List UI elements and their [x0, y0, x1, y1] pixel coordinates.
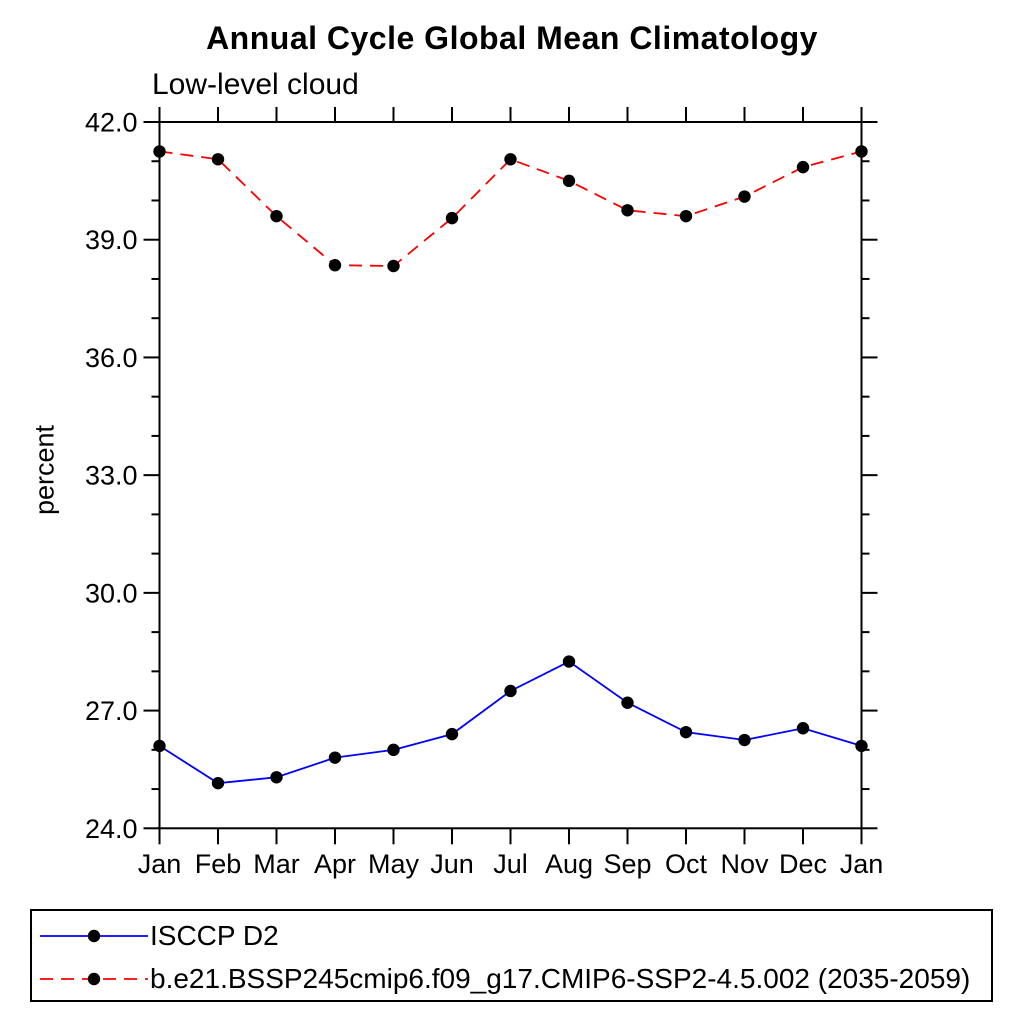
- data-point-marker: [621, 204, 634, 217]
- legend-sample-line-1: [40, 972, 148, 986]
- data-point-marker: [738, 190, 751, 203]
- data-point-marker: [153, 739, 166, 753]
- x-tick-label: Jul: [493, 849, 528, 879]
- data-point-marker: [270, 771, 283, 784]
- legend-sample-marker: [87, 929, 101, 943]
- x-tick-label: Nov: [720, 849, 769, 879]
- y-tick-label: 36.0: [85, 343, 138, 373]
- x-tick-label: Dec: [779, 849, 827, 879]
- data-point-marker: [504, 153, 517, 166]
- data-point-marker: [153, 145, 166, 158]
- data-point-marker: [738, 733, 751, 747]
- data-point-marker: [211, 776, 225, 790]
- data-point-marker: [796, 160, 810, 174]
- data-point-marker: [387, 743, 400, 757]
- data-point-marker: [270, 209, 283, 223]
- x-tick-label: Aug: [545, 849, 593, 879]
- y-tick-label: 27.0: [85, 696, 138, 726]
- y-tick-label: 30.0: [85, 578, 138, 608]
- legend-sample-marker: [87, 972, 101, 986]
- x-tick-label: Jun: [430, 849, 474, 879]
- data-point-marker: [562, 655, 576, 668]
- legend-box: ISCCP D2 b.e21.BSSP245cmip6.f09_g17.CMIP…: [30, 909, 993, 1002]
- plot-frame: [158, 121, 863, 830]
- chart-title: Annual Cycle Global Mean Climatology: [206, 20, 818, 56]
- y-tick-label: 33.0: [85, 461, 138, 491]
- data-point-marker: [504, 684, 517, 698]
- y-tick-label: 24.0: [85, 814, 138, 844]
- x-tick-label: Jan: [840, 849, 884, 879]
- data-point-marker: [679, 725, 693, 739]
- legend-sample-line-0: [40, 929, 148, 943]
- y-tick-label: 42.0: [85, 108, 138, 138]
- x-tick-label: Jan: [138, 849, 182, 879]
- chart-subtitle: Low-level cloud: [152, 68, 359, 101]
- series-line-0: [159, 660, 862, 785]
- x-tick-label: Feb: [195, 849, 242, 879]
- data-point-marker: [445, 211, 459, 225]
- x-tick-label: Mar: [253, 849, 300, 879]
- y-tick-label: 39.0: [85, 225, 138, 255]
- data-point-marker: [328, 259, 342, 272]
- data-point-marker: [796, 722, 810, 735]
- x-tick-label: Oct: [665, 849, 708, 879]
- legend-item-obs: ISCCP D2: [38, 920, 279, 951]
- data-point-marker: [855, 739, 868, 753]
- data-point-marker: [211, 153, 225, 166]
- data-point-marker: [562, 174, 576, 188]
- legend-label-model: b.e21.BSSP245cmip6.f09_g17.CMIP6-SSP2-4.…: [150, 963, 971, 994]
- x-tick-label: Apr: [314, 849, 356, 879]
- data-point-marker: [679, 209, 693, 223]
- x-tick-label: May: [368, 849, 420, 879]
- series-line-1: [159, 150, 862, 267]
- data-point-marker: [621, 696, 634, 709]
- x-tick-label: Sep: [603, 849, 651, 879]
- legend-item-model: b.e21.BSSP245cmip6.f09_g17.CMIP6-SSP2-4.…: [38, 963, 971, 994]
- legend-label-obs: ISCCP D2: [150, 920, 279, 951]
- data-point-marker: [445, 727, 459, 741]
- data-point-marker: [328, 751, 342, 764]
- data-point-marker: [387, 259, 400, 273]
- data-point-marker: [855, 145, 868, 158]
